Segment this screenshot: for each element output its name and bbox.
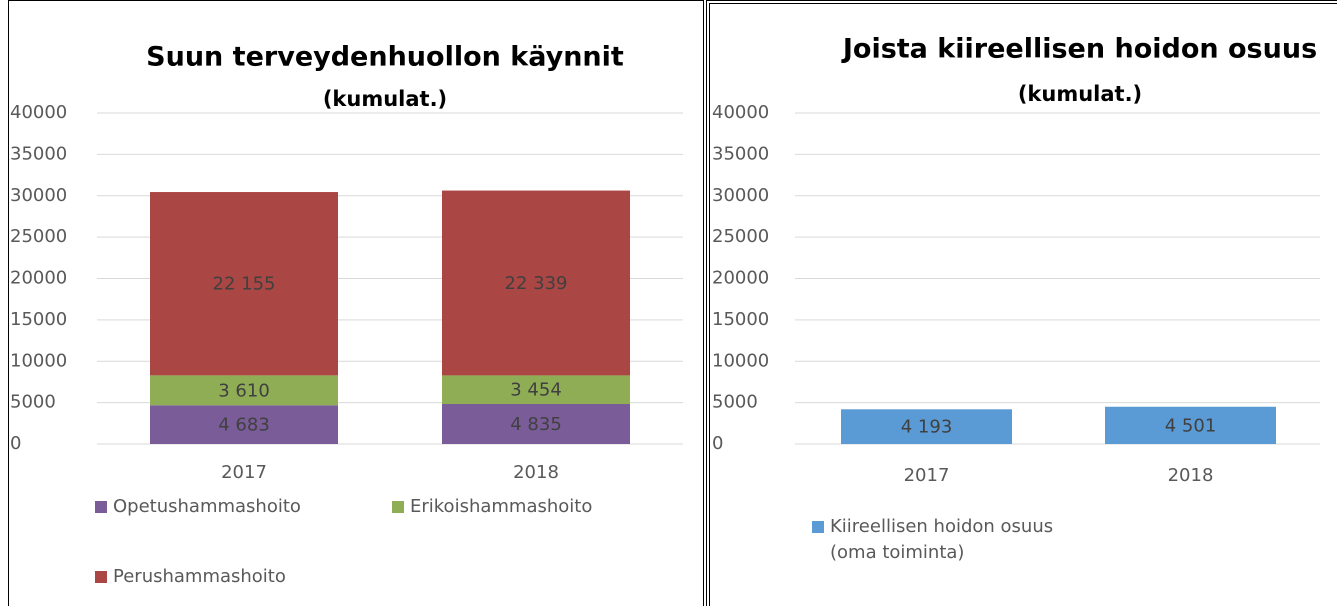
panel-border — [8, 0, 704, 606]
panel-border — [706, 0, 1337, 606]
bar — [150, 405, 338, 444]
x-tick-label: 2018 — [1168, 465, 1214, 486]
y-tick-label: 15000 — [712, 309, 769, 330]
chart-title: Suun terveydenhuollon käynnit — [146, 42, 624, 73]
y-tick-label: 10000 — [712, 350, 769, 371]
bar — [442, 403, 630, 444]
value-label: 3 454 — [510, 380, 562, 401]
panel-border — [709, 3, 1337, 606]
value-label: 4 835 — [510, 414, 562, 435]
value-label: 22 155 — [213, 274, 276, 295]
legend-label: Opetushammashoito — [113, 496, 301, 517]
legend-label: Perushammashoito — [113, 566, 286, 587]
y-tick-label: 0 — [712, 433, 723, 454]
y-tick-label: 0 — [10, 433, 21, 454]
y-tick-label: 35000 — [10, 143, 67, 164]
y-tick-label: 15000 — [10, 309, 67, 330]
y-tick-label: 40000 — [10, 102, 67, 123]
value-label: 22 339 — [505, 273, 568, 294]
bar — [150, 192, 338, 376]
value-label: 4 193 — [901, 417, 953, 438]
bar — [841, 409, 1012, 444]
y-tick-label: 5000 — [10, 392, 56, 413]
legend-swatch — [392, 501, 404, 513]
chart-subtitle: (kumulat.) — [323, 87, 447, 111]
y-tick-label: 35000 — [712, 143, 769, 164]
legend-swatch — [95, 571, 107, 583]
y-tick-label: 25000 — [10, 226, 67, 247]
chart-subtitle: (kumulat.) — [1018, 82, 1142, 106]
y-tick-label: 25000 — [712, 226, 769, 247]
y-tick-label: 20000 — [10, 268, 67, 289]
bar — [150, 375, 338, 406]
value-label: 4 501 — [1165, 415, 1217, 436]
y-tick-label: 10000 — [10, 350, 67, 371]
bar — [442, 375, 630, 404]
bar — [442, 190, 630, 376]
y-tick-label: 30000 — [712, 185, 769, 206]
y-tick-label: 30000 — [10, 185, 67, 206]
legend-swatch — [95, 501, 107, 513]
y-tick-label: 40000 — [712, 102, 769, 123]
value-label: 3 610 — [218, 380, 270, 401]
bar — [1105, 406, 1276, 444]
value-label: 4 683 — [218, 415, 270, 436]
y-tick-label: 5000 — [712, 392, 758, 413]
chart-title: Joista kiireellisen hoidon osuus — [841, 34, 1317, 65]
x-tick-label: 2018 — [513, 462, 559, 483]
x-tick-label: 2017 — [221, 462, 267, 483]
x-tick-label: 2017 — [904, 465, 950, 486]
legend-label: Erikoishammashoito — [410, 496, 593, 517]
y-tick-label: 20000 — [712, 268, 769, 289]
legend-label: Kiireellisen hoidon osuus (oma toiminta) — [830, 516, 1054, 563]
legend-swatch — [812, 521, 824, 533]
